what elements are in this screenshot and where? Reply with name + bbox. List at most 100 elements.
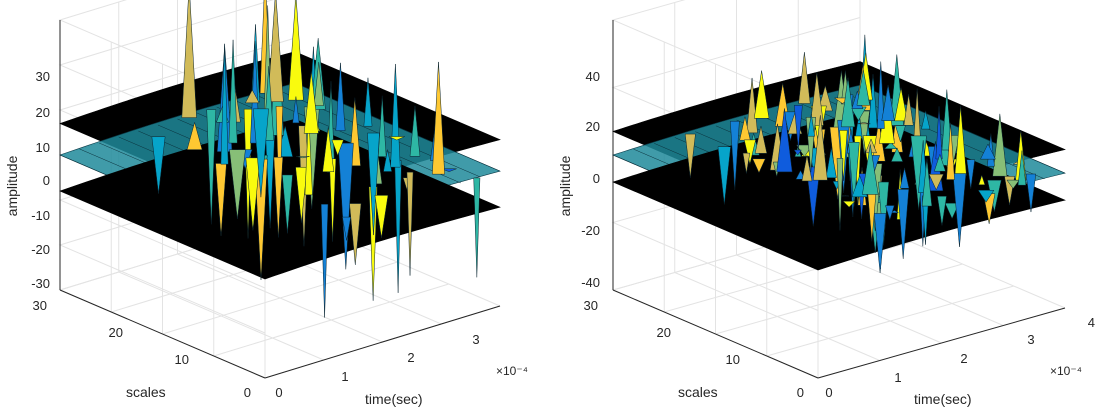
x-tick-label: 2 (960, 351, 967, 366)
surface-spike (946, 122, 955, 180)
surface-spike (388, 136, 405, 141)
surface-spike (903, 94, 914, 126)
surface-spike (848, 142, 860, 207)
surface-spike (801, 155, 813, 182)
z-tick-label: -20 (581, 223, 600, 238)
grid-line (162, 261, 398, 335)
surface-spike (944, 202, 960, 220)
x-axis-line (264, 305, 501, 379)
surface-spike (742, 152, 751, 174)
surface-spike (228, 39, 238, 144)
surface-spike (244, 89, 260, 104)
surface-spike (825, 147, 837, 178)
surface-spike (807, 114, 815, 137)
surface-spike (753, 70, 770, 119)
surface-spike (836, 158, 844, 231)
surface-spike (432, 61, 445, 175)
z-tick-label: 30 (36, 69, 50, 84)
surface-spike (342, 216, 352, 241)
x-tick-label: 3 (472, 332, 479, 347)
surface-spike (390, 63, 401, 168)
surface-spike (868, 74, 878, 129)
x-tick-label: 0 (275, 385, 282, 400)
surface-spike (992, 113, 1008, 177)
surface-spike (876, 61, 885, 129)
surface-spike (296, 156, 310, 159)
surface-spike (181, 0, 197, 118)
surface-spikes (151, 0, 481, 318)
surface-spike (331, 139, 344, 156)
y-tick-label: 20 (657, 325, 671, 340)
x-axis-label: time(sec) (365, 391, 423, 407)
surface-spike (978, 174, 986, 186)
z-tick-label: -10 (31, 208, 50, 223)
surface-spike (473, 177, 481, 278)
surface-spike (335, 62, 346, 131)
x-exponent-label: ×10⁻⁴ (496, 364, 528, 378)
y-tick-label: 30 (584, 298, 598, 313)
surface-spike (220, 43, 229, 165)
y-tick-label: 20 (109, 325, 123, 340)
y-axis-line (59, 289, 266, 379)
surface-spike (304, 111, 313, 196)
surface-spike (329, 158, 337, 242)
z-tick-label: 0 (593, 171, 600, 186)
surface-spike (367, 132, 380, 236)
surface-spike (295, 166, 308, 223)
surface-spikes (684, 34, 1037, 273)
z-tick-label: 20 (586, 119, 600, 134)
surface-spike (980, 143, 996, 160)
surface-spike (857, 122, 871, 125)
surface-spike (186, 121, 203, 150)
surface-spike (273, 156, 284, 238)
surface-spike (809, 72, 824, 126)
surface-spike (313, 62, 324, 106)
surface-spike (206, 109, 217, 225)
surface-spike (288, 0, 304, 101)
z-tick-label: 20 (36, 105, 50, 120)
surface-spike (754, 126, 768, 154)
surface-spike (812, 115, 828, 181)
surface-spike (840, 77, 856, 128)
y-tick-label: 0 (797, 385, 804, 400)
x-tick-label: 1 (894, 370, 901, 385)
surface-spike (349, 203, 362, 265)
surface-spike (966, 159, 976, 189)
surface-spike (885, 205, 895, 221)
surface-spike (374, 195, 389, 238)
surface-spike (839, 130, 848, 181)
surface-spike (1006, 179, 1020, 189)
surface-spike (267, 0, 284, 102)
surface-spike (1017, 150, 1027, 186)
x-tick-label: 0 (825, 385, 832, 400)
y-axis-label: scales (678, 384, 718, 400)
surface-spike (894, 87, 908, 122)
surface-spike (890, 147, 904, 162)
surface-spike (842, 200, 856, 208)
surface-spike (1025, 173, 1037, 213)
surface-spike (245, 157, 261, 231)
surface-spike (881, 84, 895, 121)
surface-spike (858, 110, 870, 155)
surface-spike (921, 158, 933, 207)
x-tick-label: 2 (407, 350, 414, 365)
surface-spike (303, 71, 319, 134)
surface-spike (151, 136, 166, 194)
y-tick-label: 30 (33, 298, 47, 313)
grid-line (715, 263, 963, 335)
surface-spike (406, 171, 414, 276)
surface-plot-left: 30 20 10 0 -10 -20 -30 30 20 10 0 0 1 2 … (4, 0, 528, 407)
surface-spike (899, 167, 910, 189)
surface-spike (684, 133, 696, 178)
surface-spike (252, 108, 269, 198)
surface-spike (897, 189, 910, 259)
surface-spike (856, 69, 871, 106)
z-tick-label: -20 (31, 242, 50, 257)
surface-spike (383, 149, 393, 172)
y-tick-label: 10 (726, 352, 740, 367)
x-axis-label: time(sec) (914, 391, 972, 407)
surface-spike (793, 105, 803, 150)
surface-spike (377, 95, 387, 157)
surface-spike (282, 174, 293, 234)
surface-spike (937, 196, 947, 226)
